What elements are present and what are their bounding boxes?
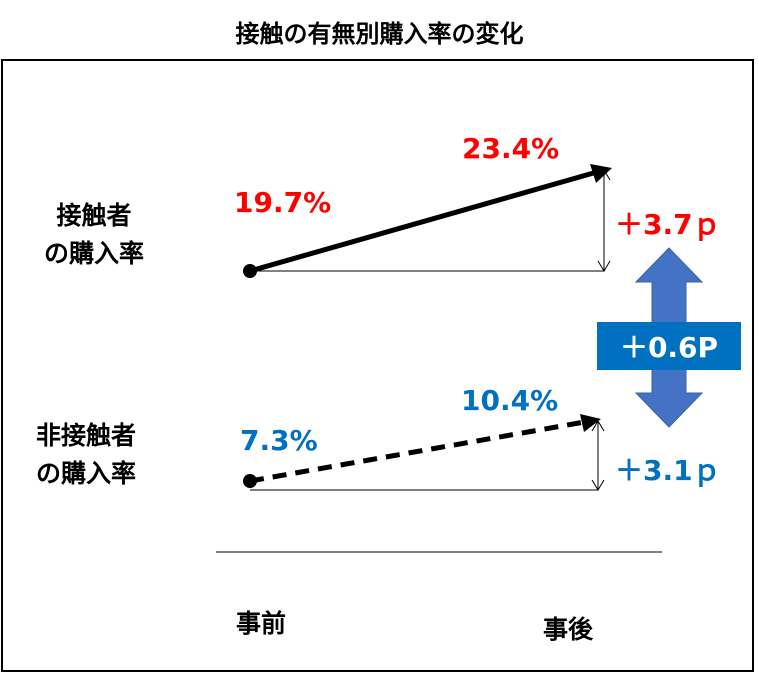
noncontact-row-label: 非接触者 の購入率 bbox=[36, 417, 136, 493]
noncontact-row-label-line2: の購入率 bbox=[36, 459, 137, 488]
noncontact-trend-arrowhead bbox=[580, 414, 601, 432]
noncontact-before-value: 7.3% bbox=[240, 424, 318, 457]
contact-row-label: 接触者 の購入率 bbox=[44, 197, 144, 273]
noncontact-change-value: ＋3.1ｐ bbox=[615, 454, 721, 487]
noncontact-change-bracket-bottom bbox=[591, 479, 605, 491]
noncontact-row-label-line1: 非接触者 bbox=[36, 421, 137, 450]
before-axis-label: 事前 bbox=[236, 609, 287, 638]
contact-before-value: 19.7% bbox=[234, 186, 332, 219]
contact-change-bracket-top bbox=[597, 169, 611, 181]
diagram-frame bbox=[1, 59, 754, 672]
contact-start-point bbox=[243, 264, 257, 278]
contact-after-value: 23.4% bbox=[462, 132, 560, 165]
noncontact-trend-line bbox=[249, 418, 591, 484]
diagram-title: 接触の有無別購入率の変化 bbox=[235, 20, 524, 48]
contact-row-label-line1: 接触者 bbox=[56, 201, 132, 230]
contact-trend-arrowhead bbox=[590, 164, 612, 183]
after-axis-label: 事後 bbox=[543, 615, 594, 644]
noncontact-start-point bbox=[243, 474, 257, 488]
contact-row-label-line2: の購入率 bbox=[44, 239, 145, 268]
noncontact-after-value: 10.4% bbox=[461, 384, 559, 417]
contact-trend-line bbox=[249, 167, 605, 274]
difference-badge: ＋0.6P bbox=[597, 322, 741, 370]
contact-change-value: ＋3.7ｐ bbox=[615, 208, 721, 241]
noncontact-change-bracket-top bbox=[591, 420, 605, 432]
contact-change-bracket-bottom bbox=[597, 260, 611, 272]
